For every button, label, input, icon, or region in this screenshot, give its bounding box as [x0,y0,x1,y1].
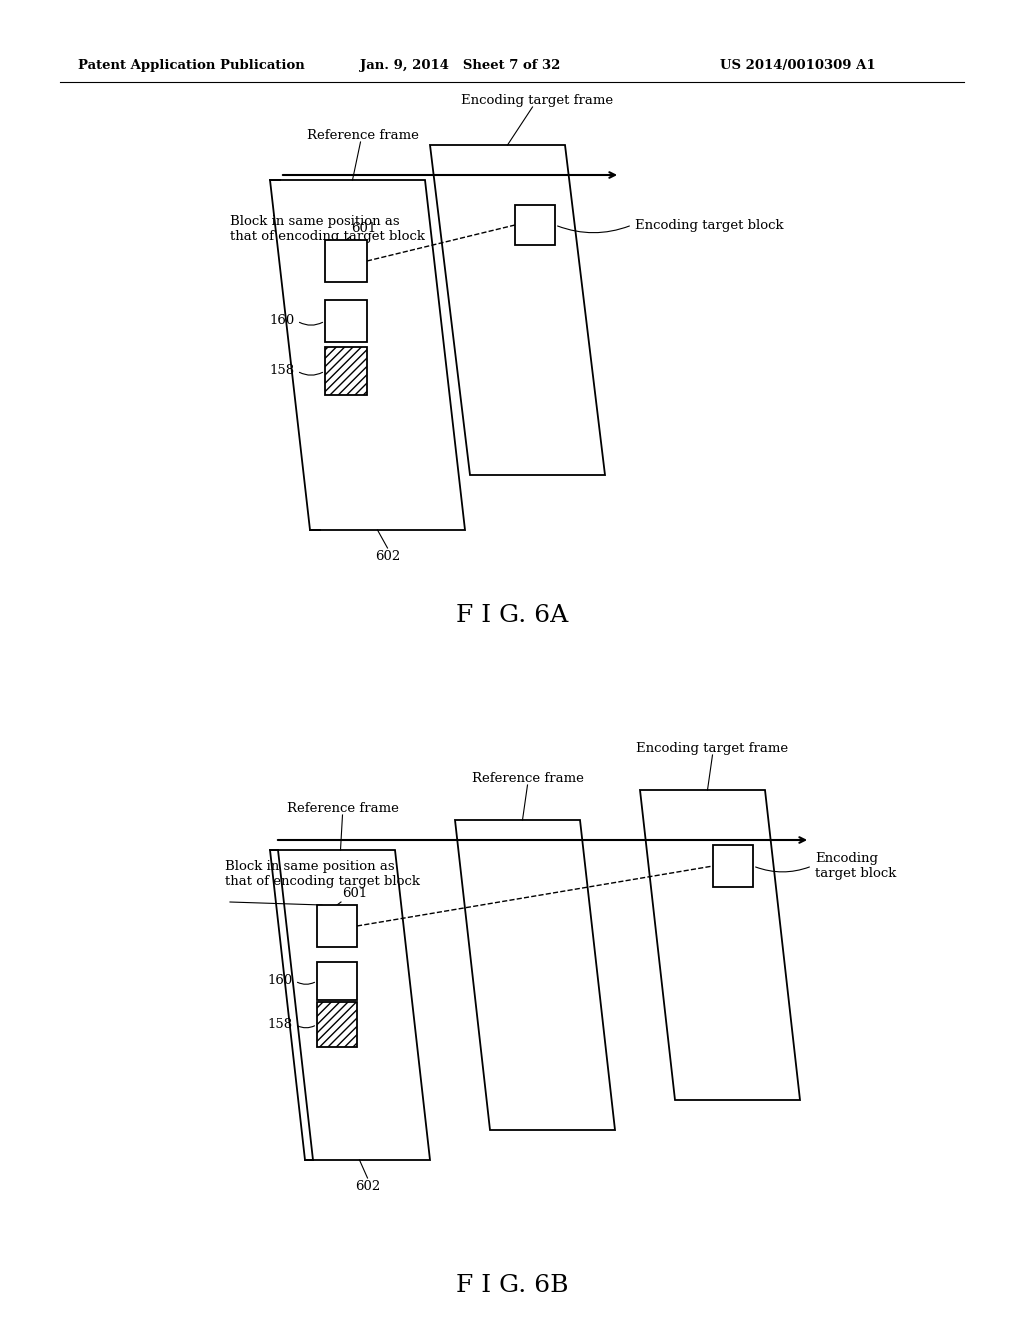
Text: 158: 158 [268,1018,293,1031]
Text: 158: 158 [270,364,295,378]
Bar [317,1002,357,1047]
Text: 602: 602 [375,550,400,564]
Bar [317,962,357,1001]
Text: Reference frame: Reference frame [287,803,398,814]
Text: Encoding target frame: Encoding target frame [637,742,788,755]
Text: 601: 601 [351,222,376,235]
Text: F I G. 6B: F I G. 6B [456,1274,568,1296]
Text: 160: 160 [269,314,295,327]
Bar [317,906,357,946]
Text: 160: 160 [267,974,293,987]
Text: US 2014/0010309 A1: US 2014/0010309 A1 [720,58,876,71]
Text: Encoding target frame: Encoding target frame [462,94,613,107]
Text: 602: 602 [355,1180,380,1193]
Text: Reference frame: Reference frame [306,129,419,143]
Text: Patent Application Publication: Patent Application Publication [78,58,305,71]
Text: Reference frame: Reference frame [472,772,584,785]
Polygon shape [640,789,800,1100]
Bar [325,240,367,282]
Polygon shape [270,180,465,531]
Bar [713,845,753,887]
Bar [325,347,367,395]
Text: Block in same position as
that of encoding target block: Block in same position as that of encodi… [230,215,425,243]
Bar [325,300,367,342]
Text: Encoding target block: Encoding target block [635,219,783,231]
Text: Block in same position as
that of encoding target block: Block in same position as that of encodi… [225,861,420,888]
Text: 601: 601 [342,887,368,900]
Polygon shape [430,145,605,475]
Polygon shape [455,820,615,1130]
Text: F I G. 6A: F I G. 6A [456,603,568,627]
Text: Encoding
target block: Encoding target block [815,851,896,880]
Polygon shape [270,850,430,1160]
Text: Jan. 9, 2014   Sheet 7 of 32: Jan. 9, 2014 Sheet 7 of 32 [360,58,560,71]
Bar [515,205,555,246]
